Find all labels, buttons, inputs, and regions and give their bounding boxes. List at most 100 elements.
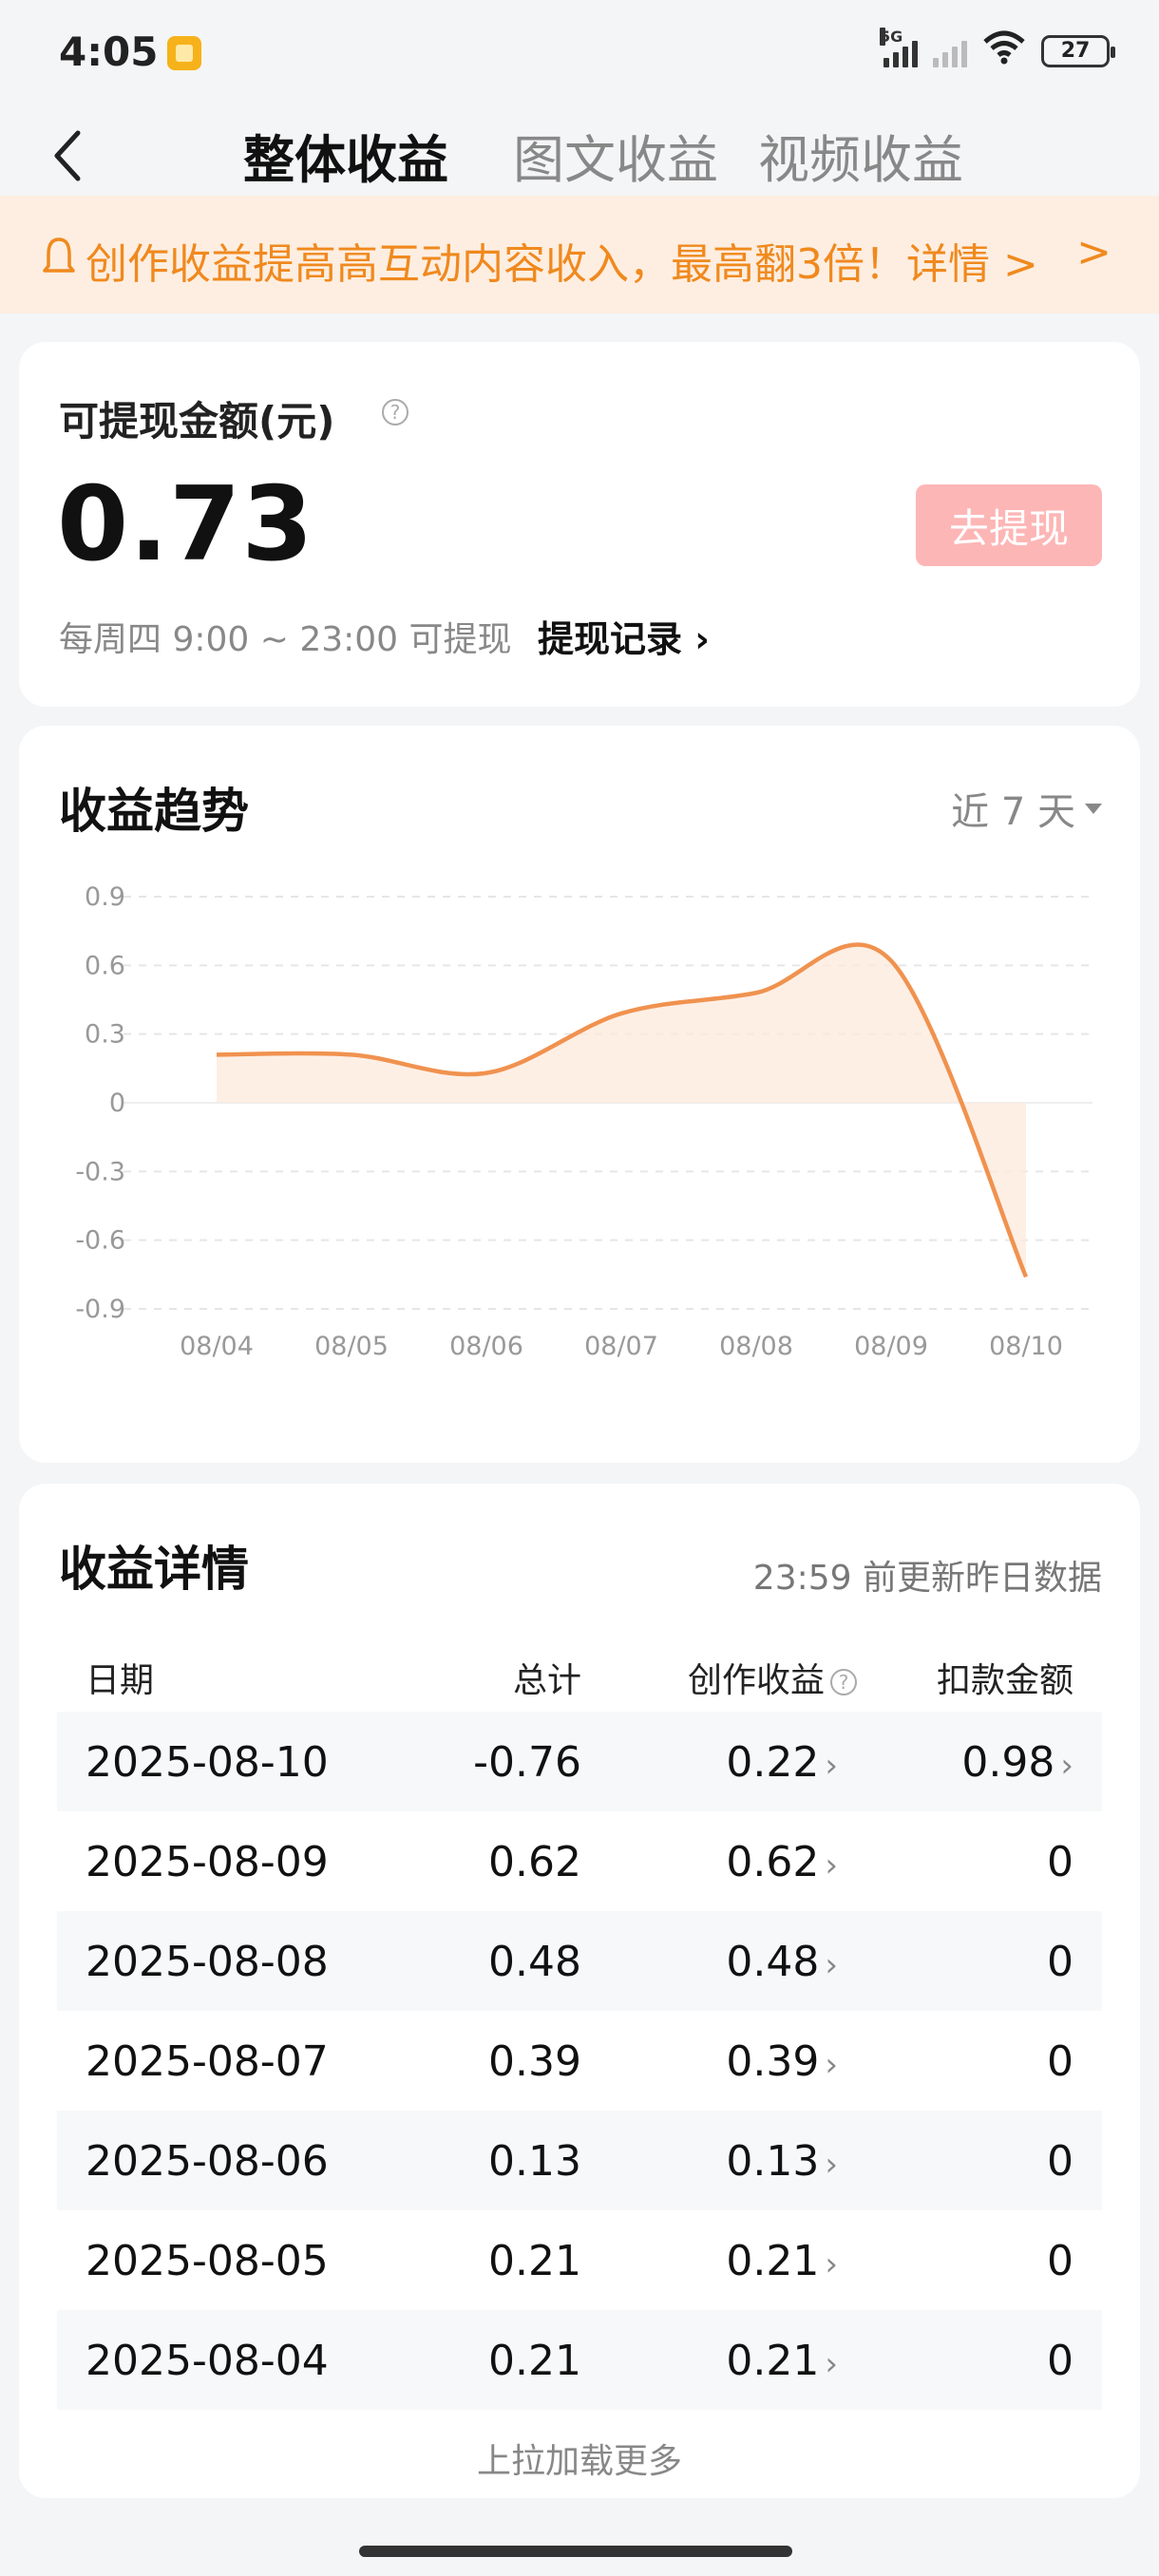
cell-income[interactable]: 0.22 › bbox=[726, 1738, 838, 1787]
cell-date: 2025-08-10 bbox=[86, 1738, 329, 1787]
cell-income[interactable]: 0.13 › bbox=[726, 2137, 838, 2186]
detail-title: 收益详情 bbox=[59, 1542, 249, 1597]
status-time: 4:05 bbox=[59, 28, 159, 75]
cell-date: 2025-08-06 bbox=[86, 2137, 329, 2186]
cell-total: 0.62 bbox=[488, 1838, 581, 1886]
cell-date: 2025-08-07 bbox=[86, 2037, 329, 2086]
cell-total: 0.48 bbox=[488, 1938, 581, 1986]
cell-income[interactable]: 0.21 › bbox=[726, 2337, 838, 2385]
chevron-right-icon: › bbox=[825, 2345, 838, 2383]
range-dropdown[interactable]: 近 7 天 bbox=[951, 781, 1102, 836]
table-row[interactable]: 2025-08-07 0.39 0.39 › 0 bbox=[57, 2011, 1102, 2111]
detail-card: 收益详情 23:59 前更新昨日数据 日期 总计 创作收益? 扣款金额 2025… bbox=[19, 1484, 1140, 2498]
x-tick-label: 08/10 bbox=[989, 1332, 1063, 1361]
cell-deduct[interactable]: 0.98 › bbox=[961, 1738, 1074, 1787]
bell-icon bbox=[43, 237, 75, 273]
tab-overall[interactable]: 整体收益 bbox=[243, 130, 448, 190]
balance-card: 可提现金额(元) ? 0.73 去提现 每周四 9:00 ~ 23:00 可提现… bbox=[19, 342, 1140, 707]
y-tick-label: -0.3 bbox=[75, 1157, 125, 1186]
cell-total: 0.21 bbox=[488, 2337, 581, 2385]
cell-income[interactable]: 0.62 › bbox=[726, 1838, 838, 1886]
withdraw-button[interactable]: 去提现 bbox=[916, 484, 1102, 566]
status-icons: 5G 27 bbox=[880, 27, 1115, 71]
table-row[interactable]: 2025-08-06 0.13 0.13 › 0 bbox=[57, 2111, 1102, 2210]
table-body: 2025-08-10 -0.76 0.22 › 0.98 › 2025-08-09 0.62 0… bbox=[57, 1712, 1102, 2410]
series-line bbox=[216, 942, 1029, 1279]
table-row[interactable]: 2025-08-09 0.62 0.62 › 0 bbox=[57, 1811, 1102, 1911]
chevron-right-icon: › bbox=[1060, 1747, 1074, 1785]
cell-deduct: 0 bbox=[1047, 1938, 1074, 1986]
chevron-right-icon: › bbox=[825, 2046, 838, 2084]
battery-level: 27 bbox=[1060, 39, 1091, 63]
signal-5g-icon: 5G bbox=[880, 27, 918, 67]
column-total: 总计 bbox=[512, 1661, 581, 1700]
tab-video[interactable]: 视频收益 bbox=[758, 130, 963, 190]
trend-chart: 0.9 0.6 0.3 0 -0.3 -0.6 -0.9 08/04 08/05 08/06 08/… bbox=[75, 882, 1092, 1361]
cell-total: 0.39 bbox=[488, 2037, 581, 2086]
cell-deduct: 0 bbox=[1047, 1838, 1074, 1886]
battery-icon: 27 bbox=[1041, 34, 1115, 67]
y-tick-label: 0.6 bbox=[85, 951, 125, 980]
x-tick-label: 08/08 bbox=[719, 1332, 793, 1361]
column-income: 创作收益? bbox=[688, 1653, 857, 1702]
trend-title: 收益趋势 bbox=[59, 784, 249, 839]
home-indicator[interactable] bbox=[359, 2546, 792, 2557]
status-bar: 4:05 5G 27 bbox=[0, 0, 1159, 104]
series-area bbox=[217, 944, 1026, 1278]
chevron-right-icon: › bbox=[825, 1747, 838, 1785]
chevron-right-icon: › bbox=[825, 2245, 838, 2283]
x-tick-label: 08/07 bbox=[584, 1332, 658, 1361]
x-tick-label: 08/06 bbox=[449, 1332, 523, 1361]
cell-date: 2025-08-04 bbox=[86, 2337, 329, 2385]
column-deduct: 扣款金额 bbox=[936, 1661, 1074, 1700]
table-row[interactable]: 2025-08-10 -0.76 0.22 › 0.98 › bbox=[57, 1712, 1102, 1811]
header: 整体收益 图文收益 视频收益 bbox=[0, 104, 1159, 196]
income-help-icon[interactable]: ? bbox=[830, 1669, 857, 1695]
chevron-right-icon: › bbox=[825, 1847, 838, 1885]
y-tick-label: 0 bbox=[109, 1089, 125, 1118]
cell-total: 0.21 bbox=[488, 2237, 581, 2285]
table-row[interactable]: 2025-08-05 0.21 0.21 › 0 bbox=[57, 2210, 1102, 2310]
table-row[interactable]: 2025-08-08 0.48 0.48 › 0 bbox=[57, 1911, 1102, 2011]
promo-banner[interactable]: 创作收益提高高互动内容收入，最高翻3倍！详情 > > bbox=[0, 196, 1159, 313]
y-tick-label: 0.9 bbox=[85, 882, 125, 912]
help-icon[interactable]: ? bbox=[382, 399, 408, 426]
cell-deduct: 0 bbox=[1047, 2237, 1074, 2285]
caret-down-icon bbox=[1085, 803, 1102, 814]
x-tick-label: 08/09 bbox=[854, 1332, 928, 1361]
trend-card: 收益趋势 近 7 天 0.9 0.6 0.3 0 -0.3 -0.6 -0.9 08/04 08… bbox=[19, 726, 1140, 1463]
cell-income[interactable]: 0.21 › bbox=[726, 2237, 838, 2285]
cell-income[interactable]: 0.48 › bbox=[726, 1938, 838, 1986]
withdraw-schedule-note: 每周四 9:00 ~ 23:00 可提现 bbox=[59, 620, 512, 659]
banner-text: 创作收益提高高互动内容收入，最高翻3倍！详情 > bbox=[86, 240, 1038, 289]
balance-value: 0.73 bbox=[57, 465, 314, 584]
notification-app-icon bbox=[167, 36, 201, 70]
banner-chevron-icon[interactable]: > bbox=[1076, 228, 1112, 276]
cell-deduct: 0 bbox=[1047, 2337, 1074, 2385]
cell-deduct: 0 bbox=[1047, 2037, 1074, 2086]
cell-income[interactable]: 0.39 › bbox=[726, 2037, 838, 2086]
network-type-label: 5G bbox=[880, 27, 903, 46]
cell-date: 2025-08-08 bbox=[86, 1938, 329, 1986]
cell-deduct: 0 bbox=[1047, 2137, 1074, 2186]
x-tick-label: 08/04 bbox=[180, 1332, 254, 1361]
tab-article[interactable]: 图文收益 bbox=[513, 130, 718, 190]
chevron-right-icon: › bbox=[825, 2146, 838, 2184]
cell-date: 2025-08-09 bbox=[86, 1838, 329, 1886]
back-button[interactable] bbox=[40, 127, 97, 184]
column-date: 日期 bbox=[86, 1661, 155, 1700]
cell-total: -0.76 bbox=[473, 1738, 581, 1787]
detail-update-note: 23:59 前更新昨日数据 bbox=[752, 1559, 1102, 1598]
cell-date: 2025-08-05 bbox=[86, 2237, 329, 2285]
cell-total: 0.13 bbox=[488, 2137, 581, 2186]
y-tick-label: -0.9 bbox=[75, 1295, 125, 1324]
table-row[interactable]: 2025-08-04 0.21 0.21 › 0 bbox=[57, 2310, 1102, 2410]
range-label: 近 7 天 bbox=[951, 790, 1075, 834]
table-header: 日期 总计 创作收益? 扣款金额 bbox=[57, 1643, 1102, 1704]
x-tick-label: 08/05 bbox=[314, 1332, 389, 1361]
signal-secondary-icon bbox=[933, 35, 967, 67]
load-more-hint: 上拉加载更多 bbox=[476, 2442, 682, 2481]
withdraw-record-link[interactable]: 提现记录 › bbox=[538, 618, 710, 660]
chevron-right-icon: › bbox=[825, 1946, 838, 1984]
wifi-icon bbox=[982, 30, 1026, 71]
